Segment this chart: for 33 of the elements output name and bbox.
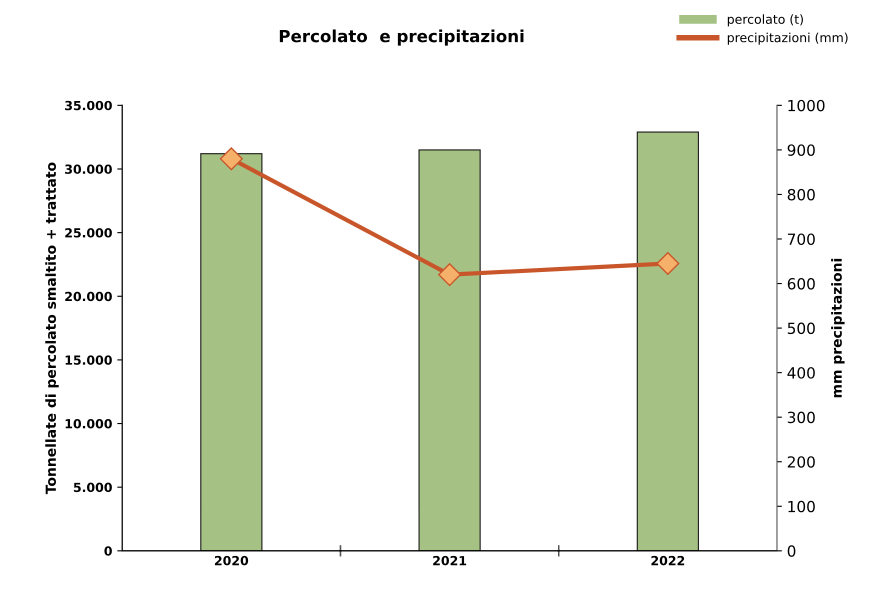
y2-tick-label: 200 [788,456,815,468]
y2-tick-label: 0 [788,545,796,557]
y-tick-label: 5.000 [74,482,112,492]
y2-tick-label: 500 [788,322,815,334]
y2-axis-title: mm precipitazioni [831,258,845,398]
chart-title: Percolato e precipitazioni [280,29,524,46]
y2-tick-label: 600 [788,278,815,290]
y2-tick-label: 1000 [788,100,825,112]
y2-tick-label: 800 [788,188,815,200]
legend-label: precipitazioni (mm) [728,32,848,45]
y-tick-label: 0 [104,546,112,556]
legend-label: percolato (t) [728,14,803,26]
y-axis-title: Tonnellate di percolato smaltito + trattato [45,162,59,494]
y-tick-label: 10.000 [66,419,112,428]
point [220,147,243,170]
y-tick-label: 20.000 [65,292,112,302]
y-tick-label: 30.000 [65,164,112,174]
x-tick-label: 2020 [214,556,248,566]
y-tick-label: 25.000 [65,228,112,238]
bar [636,132,699,551]
bar [418,149,481,551]
y2-tick-label: 900 [788,144,815,156]
bar [200,153,262,551]
point [656,252,680,275]
y2-tick-label: 400 [787,367,815,379]
y2-tick-label: 700 [788,233,815,246]
y-tick-label: 35.000 [65,100,112,110]
y2-tick-label: 100 [788,500,815,512]
y2-tick-label: 300 [788,412,815,424]
y-tick-label: 15.000 [66,355,112,365]
x-tick-label: 2022 [651,556,684,566]
point [438,263,462,286]
x-tick-label: 2021 [433,556,466,566]
